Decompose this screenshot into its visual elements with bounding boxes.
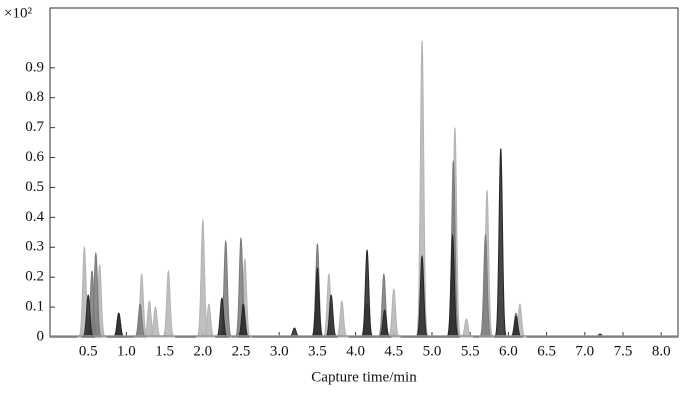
x-tick-label: 2.5 (232, 343, 251, 359)
x-tick-label: 5.5 (461, 343, 480, 359)
peak (445, 233, 460, 338)
peak (415, 40, 429, 338)
plot-frame (49, 7, 679, 338)
y-tick-label: 0.7 (25, 119, 44, 135)
x-tick-label: 8.0 (652, 343, 671, 359)
peak (310, 267, 325, 338)
peak (360, 248, 374, 338)
x-tick-label: 6.5 (537, 343, 556, 359)
peak (161, 270, 176, 338)
peak (459, 318, 474, 338)
peak (478, 233, 493, 338)
x-tick-label: 3.5 (308, 343, 327, 359)
x-tick-label: 0.5 (79, 343, 98, 359)
x-tick-label: 1.5 (155, 343, 174, 359)
x-tick-label: 3.0 (270, 343, 289, 359)
x-tick-label: 4.0 (346, 343, 365, 359)
peak (415, 254, 429, 338)
y-tick-label: 0.1 (25, 299, 44, 315)
x-tick-label: 2.0 (193, 343, 212, 359)
y-tick-label: 0.9 (25, 59, 44, 75)
x-tick-label: 5.0 (423, 343, 442, 359)
y-tick-label: 0.4 (25, 209, 44, 225)
y-tick-label: 0.5 (25, 179, 44, 195)
y-tick-label: 0.2 (25, 269, 44, 285)
y-multiplier: ×10² (4, 5, 32, 21)
peak (387, 288, 401, 338)
y-tick-label: 0 (37, 328, 45, 344)
x-tick-label: 4.5 (384, 343, 403, 359)
x-axis-label: Capture time/min (311, 369, 417, 385)
peak (335, 300, 349, 338)
x-tick-label: 1.0 (117, 343, 136, 359)
y-tick-label: 0.8 (25, 89, 44, 105)
peak (493, 148, 508, 338)
x-tick-label: 6.0 (499, 343, 518, 359)
x-tick-label: 7.0 (575, 343, 594, 359)
x-tick-label: 7.5 (614, 343, 633, 359)
peak (112, 312, 126, 338)
y-tick-label: 0.3 (25, 239, 44, 255)
y-tick-label: 0.6 (25, 149, 44, 165)
